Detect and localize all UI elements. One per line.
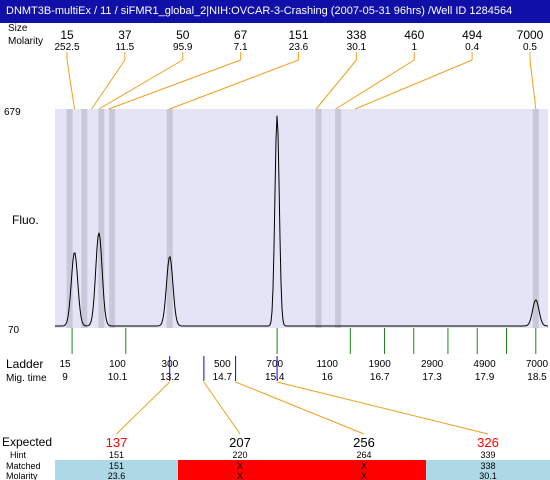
matched-value: X bbox=[361, 461, 367, 471]
matched-value: 338 bbox=[480, 461, 495, 471]
marker-band bbox=[98, 109, 105, 328]
marker-band bbox=[335, 109, 342, 328]
peak-size-label: 338 bbox=[346, 28, 366, 42]
match-cell bbox=[178, 460, 302, 480]
marker-band bbox=[532, 109, 539, 328]
matched-row-label: Matched bbox=[6, 461, 41, 471]
molarity-value: X bbox=[361, 471, 367, 480]
size-row-label: Size bbox=[8, 23, 28, 34]
ladder-time-label: 17.3 bbox=[422, 372, 442, 383]
marker-band bbox=[66, 109, 73, 328]
match-cell bbox=[426, 460, 550, 480]
peak-molarity-label: 0.5 bbox=[523, 42, 537, 53]
molarity-bottom-label: Molarity bbox=[6, 471, 38, 480]
ladder-size-label: 700 bbox=[266, 359, 283, 370]
plot-area bbox=[55, 109, 548, 328]
peak-leader-line bbox=[91, 59, 126, 110]
peak-leader-line bbox=[315, 59, 357, 110]
ladder-size-label: 1900 bbox=[369, 359, 392, 370]
molarity-value: 30.1 bbox=[479, 471, 497, 480]
peak-leader-line bbox=[66, 59, 76, 110]
molarity-value: X bbox=[237, 471, 243, 480]
peak-molarity-label: 95.9 bbox=[173, 42, 193, 53]
peak-size-label: 67 bbox=[234, 28, 248, 42]
hint-value: 220 bbox=[232, 450, 247, 460]
peak-size-label: 151 bbox=[288, 28, 308, 42]
molarity-row-label: Molarity bbox=[8, 36, 43, 47]
peak-leader-line bbox=[108, 59, 241, 110]
peak-size-label: 15 bbox=[60, 28, 74, 42]
matched-value: X bbox=[237, 461, 243, 471]
ladder-label: Ladder bbox=[6, 357, 43, 371]
y-axis-label: Fluo. bbox=[12, 213, 39, 227]
expected-value: 137 bbox=[106, 435, 128, 450]
peak-size-label: 494 bbox=[462, 28, 482, 42]
expected-leader-line bbox=[203, 381, 241, 435]
expected-row-label: Expected bbox=[2, 435, 52, 449]
peak-size-label: 460 bbox=[404, 28, 424, 42]
ladder-size-label: 7000 bbox=[526, 359, 549, 370]
fluorescence-trace bbox=[55, 115, 549, 327]
peak-size-label: 50 bbox=[176, 28, 190, 42]
peak-size-label: 7000 bbox=[517, 28, 544, 42]
peak-leader-line bbox=[169, 59, 299, 110]
marker-band bbox=[81, 109, 88, 328]
ladder-size-label: 500 bbox=[214, 359, 231, 370]
expected-value: 326 bbox=[477, 435, 499, 450]
ladder-time-label: 9 bbox=[62, 372, 68, 383]
y-tick-max: 679 bbox=[4, 107, 21, 118]
ladder-time-label: 10.1 bbox=[108, 372, 128, 383]
expected-leader-line bbox=[276, 381, 489, 435]
mig-time-label: Mig. time bbox=[6, 373, 47, 384]
expected-value: 256 bbox=[353, 435, 375, 450]
expected-value: 207 bbox=[229, 435, 251, 450]
peak-molarity-label: 7.1 bbox=[234, 42, 248, 53]
ladder-size-label: 1100 bbox=[316, 359, 338, 370]
peak-leader-line bbox=[98, 59, 184, 110]
ladder-time-label: 17.9 bbox=[475, 372, 495, 383]
peak-molarity-label: 11.5 bbox=[116, 42, 135, 53]
window-title: DNMT3B-multiEx / 11 / siFMR1_global_2|NI… bbox=[0, 0, 550, 23]
peak-molarity-label: 252.5 bbox=[54, 42, 79, 53]
expected-leader-line bbox=[116, 381, 171, 435]
marker-band bbox=[109, 109, 116, 328]
ladder-size-label: 4900 bbox=[473, 359, 496, 370]
hint-value: 339 bbox=[480, 450, 495, 460]
molarity-value: 23.6 bbox=[108, 471, 126, 480]
ladder-size-label: 100 bbox=[109, 359, 126, 370]
hint-value: 151 bbox=[109, 450, 124, 460]
match-cell bbox=[302, 460, 426, 480]
peak-size-label: 37 bbox=[118, 28, 132, 42]
y-tick-min: 70 bbox=[8, 325, 20, 336]
ladder-time-label: 15.4 bbox=[265, 372, 285, 383]
peak-leader-line bbox=[354, 59, 473, 110]
ladder-time-label: 18.5 bbox=[527, 372, 547, 383]
peak-molarity-label: 1 bbox=[411, 42, 417, 53]
ladder-size-label: 2900 bbox=[421, 359, 444, 370]
peak-molarity-label: 23.6 bbox=[289, 42, 309, 53]
hint-row-label: Hint bbox=[10, 450, 27, 460]
ladder-time-label: 14.7 bbox=[213, 372, 233, 383]
match-cell bbox=[55, 460, 178, 480]
marker-band bbox=[166, 109, 173, 328]
marker-band bbox=[315, 109, 322, 328]
peak-leader-line bbox=[529, 59, 537, 110]
peak-molarity-label: 0.4 bbox=[465, 42, 479, 53]
ladder-time-label: 16.7 bbox=[370, 372, 390, 383]
peak-leader-line bbox=[335, 59, 415, 110]
ladder-size-label: 15 bbox=[59, 359, 71, 370]
matched-value: 151 bbox=[109, 461, 124, 471]
ladder-time-label: 16 bbox=[322, 372, 334, 383]
peak-molarity-label: 30.1 bbox=[347, 42, 367, 53]
hint-value: 264 bbox=[356, 450, 371, 460]
expected-leader-line bbox=[235, 381, 365, 435]
